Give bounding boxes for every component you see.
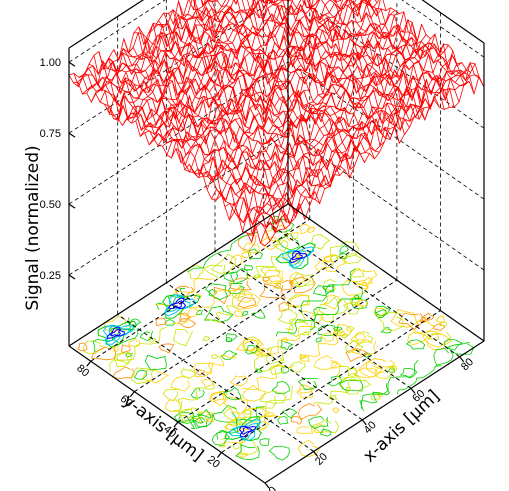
z-tick-label: 1.00: [40, 57, 61, 69]
z-tick-label: 0.50: [40, 199, 61, 211]
z-tick-label: 0.25: [40, 270, 61, 282]
z-axis-title: Signal (normalized): [23, 145, 43, 310]
tick-marks: [68, 61, 465, 489]
surface-mesh: [68, 0, 485, 246]
z-tick-label: 0.75: [40, 128, 61, 140]
contour-projection: [77, 215, 475, 461]
y-tick-label: 20: [205, 454, 222, 471]
box-frame: [68, 0, 485, 484]
x-tick-label: 0: [266, 484, 279, 491]
y-tick-label: 80: [74, 362, 91, 379]
z-tick-labels: 0.25 0.50 0.75 1.00: [40, 57, 61, 282]
